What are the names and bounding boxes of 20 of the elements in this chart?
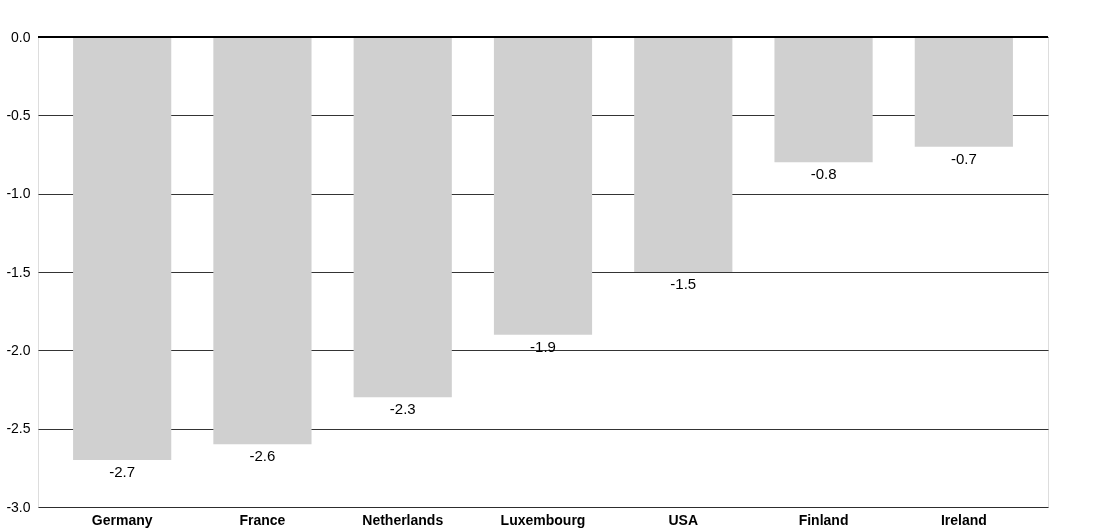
x-tick-label: Luxembourg bbox=[500, 511, 586, 528]
y-tick-label: -3.0 bbox=[6, 498, 31, 515]
y-tick-label: -1.5 bbox=[6, 263, 31, 280]
data-label: -0.7 bbox=[950, 149, 977, 167]
y-tick-label: -2.0 bbox=[6, 341, 31, 358]
x-tick-label: USA bbox=[668, 511, 699, 528]
x-tick-label: Netherlands bbox=[362, 511, 444, 528]
y-tick-label: -2.5 bbox=[6, 420, 31, 437]
data-label: -1.5 bbox=[670, 275, 697, 292]
x-tick-label: Germany bbox=[91, 511, 153, 528]
data-label: -0.8 bbox=[810, 165, 837, 183]
y-tick-label: -0.5 bbox=[6, 106, 31, 123]
x-tick-label: Finland bbox=[798, 511, 849, 528]
y-tick-label: 0.0 bbox=[11, 28, 31, 45]
data-label: -2.6 bbox=[249, 447, 276, 465]
x-tick-label: Ireland bbox=[940, 511, 987, 528]
y-tick-label: -1.0 bbox=[6, 185, 31, 202]
x-tick-label: France bbox=[239, 511, 286, 528]
data-label: -2.7 bbox=[109, 463, 136, 480]
data-label: -2.3 bbox=[389, 400, 416, 418]
